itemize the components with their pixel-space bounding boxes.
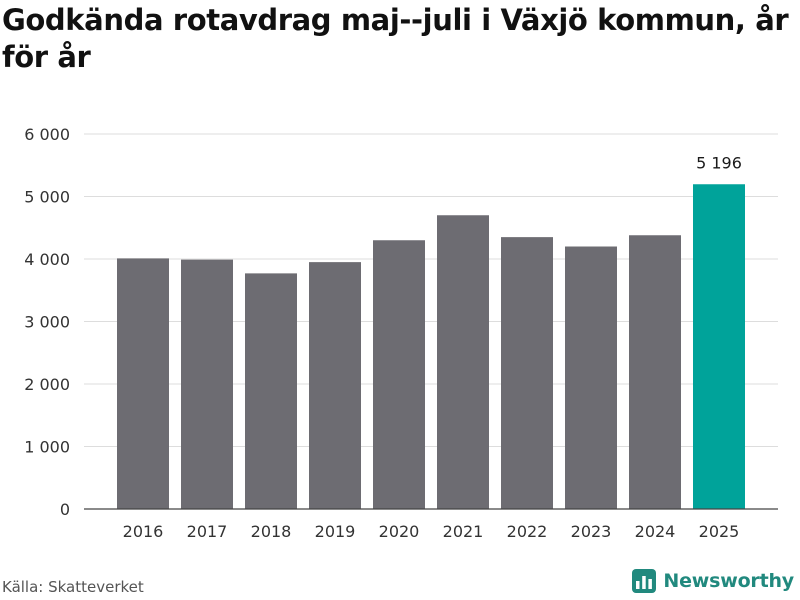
bar-2019	[309, 262, 361, 509]
bar-2017	[181, 259, 233, 509]
bar-2023	[565, 246, 617, 509]
y-tick-label: 4 000	[24, 250, 70, 269]
bar-2020	[373, 240, 425, 509]
y-tick-label: 1 000	[24, 438, 70, 457]
data-label-2025: 5 196	[696, 153, 742, 172]
y-tick-label: 3 000	[24, 313, 70, 332]
x-tick-label: 2023	[571, 522, 612, 541]
x-tick-label: 2020	[379, 522, 420, 541]
x-tick-label: 2019	[315, 522, 356, 541]
x-tick-label: 2022	[507, 522, 548, 541]
brand-name: Newsworthy	[663, 570, 794, 592]
bar-2024	[629, 235, 681, 509]
bar-2018	[245, 273, 297, 509]
y-tick-label: 0	[60, 500, 70, 519]
x-tick-label: 2025	[699, 522, 740, 541]
y-axis-tick-labels: 0 1 000 2 000 3 000 4 000 5 000 6 000	[24, 125, 70, 519]
x-tick-label: 2024	[635, 522, 676, 541]
y-tick-label: 5 000	[24, 188, 70, 207]
bar-chart-logo-icon	[632, 569, 657, 593]
bars	[117, 184, 745, 509]
bar-2025	[693, 184, 745, 509]
source-note: Källa: Skatteverket	[2, 578, 144, 596]
x-tick-label: 2016	[123, 522, 164, 541]
y-tick-label: 6 000	[24, 125, 70, 144]
x-axis-tick-labels: 2016 2017 2018 2019 2020 2021 2022 2023 2024 2025	[123, 522, 740, 541]
y-tick-label: 2 000	[24, 375, 70, 394]
chart-title: Godkända rotavdrag maj--juli i Växjö kom…	[2, 3, 789, 74]
bar-2022	[501, 237, 553, 509]
brand-logo: Newsworthy	[632, 569, 794, 593]
bar-2016	[117, 258, 169, 509]
x-tick-label: 2021	[443, 522, 484, 541]
data-labels: 5 196	[696, 153, 742, 172]
bar-2021	[437, 215, 489, 509]
x-tick-label: 2017	[187, 522, 228, 541]
x-tick-label: 2018	[251, 522, 292, 541]
